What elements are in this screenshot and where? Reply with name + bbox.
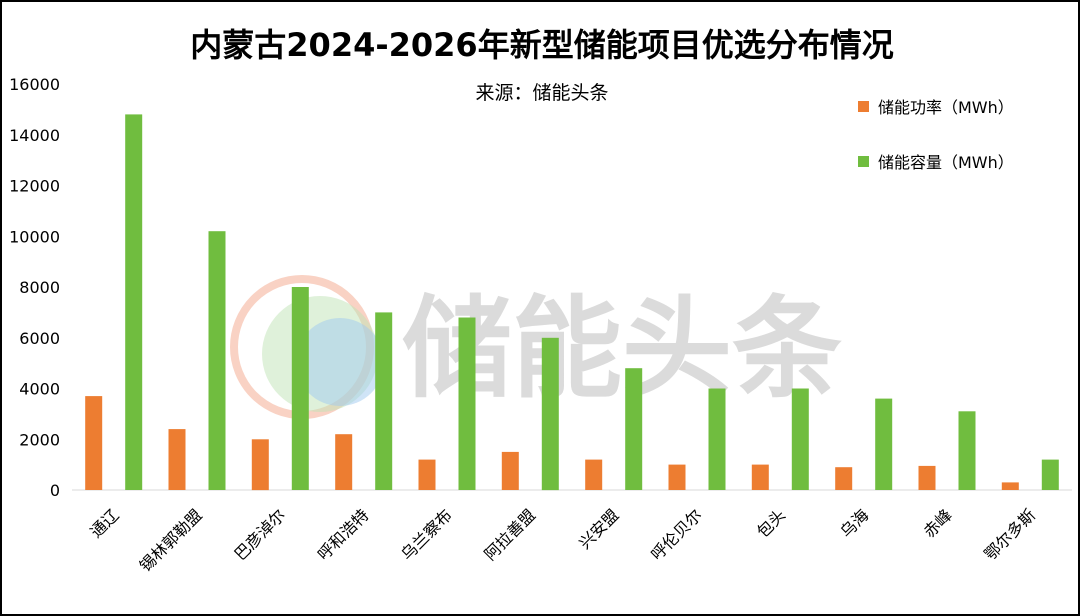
chart-title: 内蒙古2024-2026年新型储能项目优选分布情况 xyxy=(190,26,894,64)
y-tick-label: 12000 xyxy=(9,177,60,196)
legend-swatch xyxy=(858,101,869,112)
x-tick-label: 呼和浩特 xyxy=(314,505,373,564)
x-tick-label: 乌海 xyxy=(836,505,872,541)
y-tick-label: 2000 xyxy=(19,430,60,449)
x-tick-label: 阿拉善盟 xyxy=(480,505,539,564)
x-tick-label: 兴安盟 xyxy=(575,505,622,552)
bar-power xyxy=(585,459,603,490)
bar-power xyxy=(335,434,353,490)
bar-capacity xyxy=(291,287,309,490)
x-tick-label: 锡林郭勒盟 xyxy=(136,505,206,575)
bar-capacity xyxy=(625,368,643,490)
bar-capacity xyxy=(208,231,226,490)
y-tick-label: 14000 xyxy=(9,126,60,145)
legend-swatch xyxy=(858,156,869,167)
x-tick-label: 鄂尔多斯 xyxy=(980,505,1039,564)
bar-power xyxy=(418,459,436,490)
bar-power xyxy=(835,467,853,490)
bar-power xyxy=(1001,482,1019,490)
x-tick-label: 乌兰察布 xyxy=(397,505,456,564)
bar-capacity xyxy=(708,388,726,490)
bar-capacity xyxy=(791,388,809,490)
y-tick-label: 16000 xyxy=(9,75,60,94)
legend-entry: 储能容量（MWh） xyxy=(878,153,1014,172)
bar-power xyxy=(168,429,186,490)
bar-power xyxy=(501,451,519,490)
bar-capacity xyxy=(875,398,893,490)
x-tick-label: 呼伦贝尔 xyxy=(647,505,706,564)
bar-power xyxy=(668,464,686,490)
chart-subtitle: 来源：储能头条 xyxy=(475,82,609,104)
legend-entry: 储能功率（MWh） xyxy=(878,98,1014,117)
bar-power xyxy=(751,464,769,490)
y-tick-label: 4000 xyxy=(19,380,60,399)
bar-power xyxy=(918,465,936,490)
y-tick-label: 6000 xyxy=(19,329,60,348)
bar-capacity xyxy=(958,411,976,490)
x-tick-label: 巴彦淖尔 xyxy=(230,505,289,564)
watermark: 储能头条 xyxy=(230,275,842,419)
x-tick-label: 通辽 xyxy=(86,505,122,541)
x-tick-label: 包头 xyxy=(753,505,789,541)
bar-capacity xyxy=(1041,459,1059,490)
y-tick-label: 10000 xyxy=(9,227,60,246)
bar-power xyxy=(85,396,103,490)
bar-capacity xyxy=(541,337,559,491)
y-tick-label: 0 xyxy=(50,481,60,500)
y-tick-label: 8000 xyxy=(19,278,60,297)
watermark-logo-icon xyxy=(230,275,384,419)
bar-capacity xyxy=(458,317,476,490)
x-tick-label: 赤峰 xyxy=(920,505,956,541)
bar-capacity xyxy=(375,312,393,490)
bar-power xyxy=(251,439,269,491)
bar-capacity xyxy=(125,114,143,491)
